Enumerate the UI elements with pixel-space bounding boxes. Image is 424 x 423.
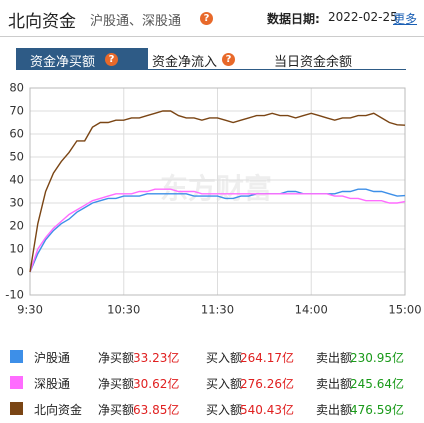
series-line [29, 188, 406, 273]
y-tick-label: 40 [9, 173, 24, 187]
x-tick-label: 10:30 [107, 303, 140, 317]
watermark: 东方财富 [160, 172, 272, 205]
summary-label: 卖出额 [316, 403, 353, 417]
help-icon[interactable]: ? [200, 12, 213, 25]
x-tick-label: 14:00 [295, 303, 328, 317]
x-tick-label: 15:00 [388, 303, 421, 317]
legend-swatch [10, 376, 23, 389]
series-line [29, 110, 406, 273]
tab-label[interactable]: 当日资金余额 [274, 55, 353, 70]
summary-label: 买入额 [206, 351, 243, 365]
summary-value: 245.64亿 [350, 377, 404, 391]
tab-underline [16, 69, 406, 70]
date: 2022-02-25 [328, 10, 398, 24]
legend-label: 北向资金 [34, 403, 83, 417]
legend-swatch [10, 350, 23, 363]
y-tick-label: 70 [9, 104, 24, 118]
legend-label: 深股通 [34, 377, 71, 391]
summary-label: 净买额 [98, 377, 135, 391]
summary-value: 33.23亿 [133, 351, 180, 365]
summary-value: 476.59亿 [350, 403, 404, 417]
x-tick-label: 9:30 [17, 303, 43, 317]
x-tick-label: 11:30 [201, 303, 234, 317]
help-icon[interactable]: ? [105, 53, 118, 66]
legend-label: 沪股通 [34, 351, 71, 365]
series-line [29, 188, 406, 273]
subtitle: 沪股通、深股通 [90, 14, 182, 29]
summary-value: 264.17亿 [240, 351, 294, 365]
summary-value: 30.62亿 [133, 377, 180, 391]
y-tick-label: 30 [9, 196, 24, 210]
legend-swatch [10, 402, 23, 415]
plot-border [29, 87, 406, 296]
y-tick-label: 10 [9, 242, 24, 256]
summary-label: 买入额 [206, 403, 243, 417]
tab-label[interactable]: 资金净流入 [152, 55, 218, 70]
help-icon[interactable]: ? [222, 53, 235, 66]
y-tick-label: -10 [5, 288, 24, 302]
date-label: 数据日期: [267, 12, 320, 26]
more-link[interactable]: 更多 [393, 12, 418, 26]
summary-value: 63.85亿 [133, 403, 180, 417]
chart: 东方财富 -10 0 10 20 30 40 50 60 70 80 9:30 10:30 11:30 1… [5, 81, 421, 317]
y-tick-label: 50 [9, 150, 24, 164]
summary-value: 230.95亿 [350, 351, 404, 365]
summary-label: 卖出额 [316, 377, 353, 391]
y-tick-label: 20 [9, 219, 24, 233]
y-tick-label: 80 [9, 81, 24, 95]
tab-label[interactable]: 资金净买额 [30, 55, 96, 70]
divider [0, 36, 424, 37]
summary-value: 540.43亿 [240, 403, 294, 417]
summary-label: 卖出额 [316, 351, 353, 365]
summary-label: 净买额 [98, 351, 135, 365]
summary-label: 买入额 [206, 377, 243, 391]
y-tick-label: 0 [17, 265, 24, 279]
summary-value: 276.26亿 [240, 377, 294, 391]
y-tick-label: 60 [9, 127, 24, 141]
summary-label: 净买额 [98, 403, 135, 417]
title: 北向资金 [8, 12, 76, 32]
